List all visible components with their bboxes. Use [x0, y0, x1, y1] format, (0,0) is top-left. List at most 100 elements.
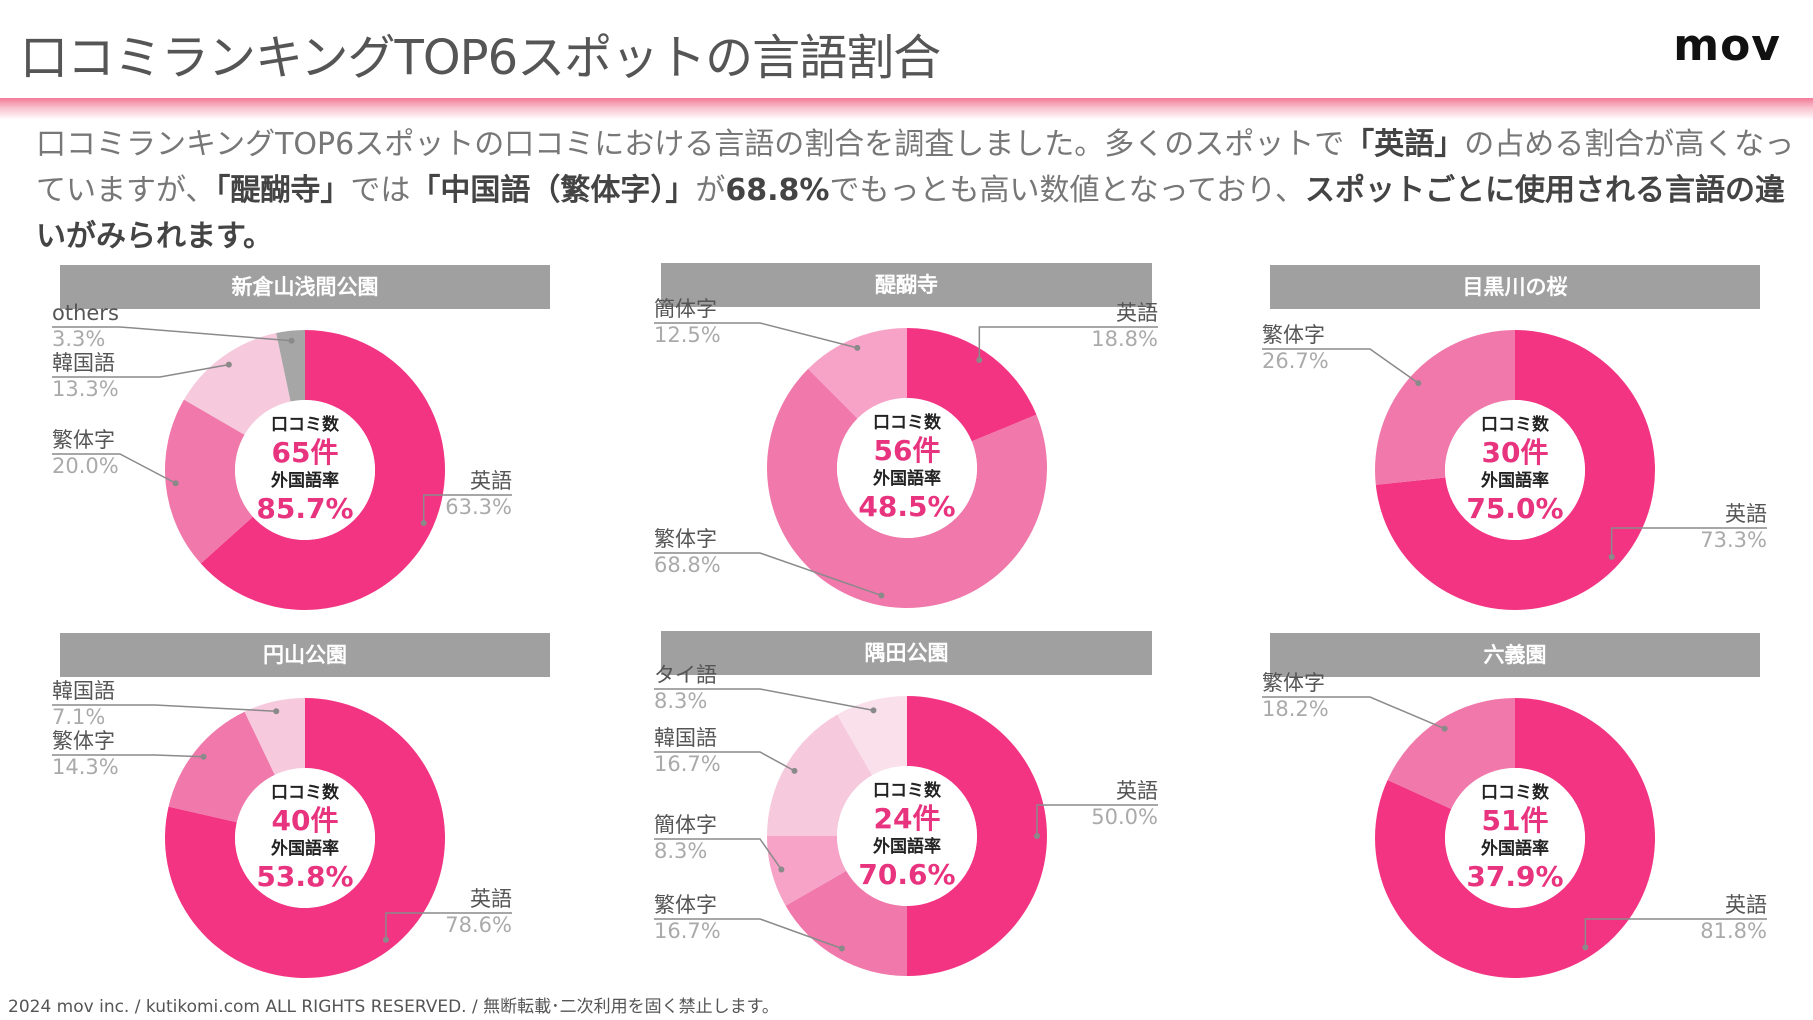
chart-3-title: 目黒川の桜: [1270, 265, 1760, 309]
chart-2-center-summary: 口コミ数 56件 外国語率 48.5%: [827, 412, 987, 524]
chart-1-donut-hole: [235, 400, 375, 540]
chart-5-slice-traditional-chinese: [785, 870, 907, 976]
chart-6-label-percent: 81.8%: [1700, 919, 1767, 943]
intro-text-2: の占める割合が高くなっていますが、: [36, 127, 1795, 208]
chart-4-slice-english: [165, 698, 445, 978]
chart-6-center-summary: 口コミ数 51件 外国語率 37.9%: [1435, 782, 1595, 894]
chart-3-label-name: 英語: [1725, 502, 1767, 526]
chart-4-title: 円山公園: [60, 633, 550, 677]
chart-5-slice-thai: [837, 696, 907, 776]
chart-4-label-korean: 韓国語 7.1%: [52, 678, 115, 730]
chart-2-rate-label: 外国語率: [873, 469, 941, 489]
chart-3-label-english: 英語 73.3%: [1700, 501, 1767, 553]
chart-6-count-label: 口コミ数: [1481, 783, 1549, 803]
chart-1-label-name: 韓国語: [52, 351, 115, 375]
intro-text-3: では: [350, 173, 411, 208]
chart-4-center-summary: 口コミ数 40件 外国語率 53.8%: [225, 782, 385, 894]
chart-4-label-percent: 7.1%: [52, 705, 106, 729]
chart-1-count-value: 65件: [271, 436, 339, 469]
chart-2-rate-value: 48.5%: [858, 490, 956, 523]
chart-4-label-percent: 14.3%: [52, 755, 119, 779]
chart-6-rate-label: 外国語率: [1481, 839, 1549, 859]
chart-1-label-english: 英語 63.3%: [445, 468, 512, 520]
chart-5-slice-korean: [767, 714, 873, 836]
chart-2-label-traditional-chinese: 繁体字 68.8%: [654, 526, 721, 578]
intro-bold-percent: 68.8%: [725, 173, 830, 208]
chart-6-slice-english: [1375, 698, 1655, 978]
header-gradient-band: [0, 98, 1813, 120]
chart-2-label-name: 繁体字: [654, 527, 717, 551]
chart-5-label-english: 英語 50.0%: [1091, 778, 1158, 830]
chart-3-rate-value: 75.0%: [1466, 492, 1564, 525]
chart-2-slice-traditional-chinese: [767, 368, 1047, 608]
chart-1-rate-value: 85.7%: [256, 492, 354, 525]
chart-4-donut-hole: [235, 768, 375, 908]
chart-2-label-percent: 68.8%: [654, 553, 721, 577]
chart-5-donut-hole: [837, 766, 977, 906]
chart-6-label-traditional-chinese: 繁体字 18.2%: [1262, 670, 1329, 722]
chart-3-slice-traditional-chinese: [1375, 330, 1515, 485]
chart-2-label-english: 英語 18.8%: [1091, 300, 1158, 352]
intro-text-4: が: [695, 173, 726, 208]
chart-6-label-name: 繁体字: [1262, 671, 1325, 695]
chart-1-label-percent: 20.0%: [52, 454, 119, 478]
footer-copyright: 2024 mov inc. / kutikomi.com ALL RIGHTS …: [8, 997, 779, 1017]
chart-6-rate-value: 37.9%: [1466, 860, 1564, 893]
chart-6-label-name: 英語: [1725, 893, 1767, 917]
chart-1-label-percent: 3.3%: [52, 327, 106, 351]
chart-4-rate-label: 外国語率: [271, 839, 339, 859]
chart-1-donut: [165, 330, 445, 610]
chart-4-count-label: 口コミ数: [271, 783, 339, 803]
chart-1-slice-others: [276, 330, 305, 402]
chart-1-label-percent: 13.3%: [52, 377, 119, 401]
chart-5-count-value: 24件: [873, 802, 941, 835]
chart-4-label-traditional-chinese: 繁体字 14.3%: [52, 728, 119, 780]
chart-3-count-value: 30件: [1481, 436, 1549, 469]
chart-3-center-summary: 口コミ数 30件 外国語率 75.0%: [1435, 414, 1595, 526]
chart-3-label-traditional-chinese: 繁体字 26.7%: [1262, 322, 1329, 374]
header: 口コミランキングTOP6スポットの言語割合 mov: [0, 0, 1813, 98]
chart-1-slice-korean: [183, 333, 291, 435]
chart-2-label-percent: 12.5%: [654, 323, 721, 347]
chart-4-label-name: 英語: [470, 887, 512, 911]
intro-bold-daigoji: 「醍醐寺」: [215, 173, 351, 208]
chart-1-slice-traditional-chinese: [165, 399, 253, 564]
chart-4-label-percent: 78.6%: [445, 913, 512, 937]
chart-3-slice-english: [1375, 330, 1655, 610]
chart-1-count-label: 口コミ数: [271, 415, 339, 435]
chart-2-count-value: 56件: [873, 434, 941, 467]
chart-5-label-korean: 韓国語 16.7%: [654, 725, 721, 777]
chart-4-count-value: 40件: [271, 804, 339, 837]
chart-1-rate-label: 外国語率: [271, 471, 339, 491]
chart-5-label-percent: 8.3%: [654, 839, 708, 863]
chart-2-donut-hole: [837, 398, 977, 538]
chart-4-slice-traditional-chinese: [168, 711, 275, 823]
intro-bold-english: 「英語」: [1344, 127, 1465, 162]
chart-1-label-name: 繁体字: [52, 428, 115, 452]
intro-text-1: 口コミランキングTOP6スポットの口コミにおける言語の割合を調査しました。多くの…: [36, 127, 1345, 162]
chart-1-label-korean: 韓国語 13.3%: [52, 350, 119, 402]
chart-6-count-value: 51件: [1481, 804, 1549, 837]
chart-5-count-label: 口コミ数: [873, 781, 941, 801]
chart-5-label-name: 繁体字: [654, 893, 717, 917]
chart-1-label-name: others: [52, 301, 119, 325]
intro-bold-conclusion: スポットごとに使用される言語の違いがみられます。: [36, 173, 1785, 254]
chart-2-slice-simplified-chinese: [808, 328, 907, 419]
intro-paragraph: 口コミランキングTOP6スポットの口コミにおける言語の割合を調査しました。多くの…: [36, 122, 1796, 260]
chart-2-donut: [767, 328, 1047, 608]
chart-2-count-label: 口コミ数: [873, 413, 941, 433]
page-title: 口コミランキングTOP6スポットの言語割合: [20, 30, 941, 86]
chart-5-label-name: 簡体字: [654, 813, 717, 837]
chart-3-donut-hole: [1445, 400, 1585, 540]
chart-3-label-percent: 73.3%: [1700, 528, 1767, 552]
chart-5-label-percent: 16.7%: [654, 919, 721, 943]
chart-5-label-simplified-chinese: 簡体字 8.3%: [654, 812, 717, 864]
chart-3-label-percent: 26.7%: [1262, 349, 1329, 373]
chart-5-label-thai: タイ語 8.3%: [654, 662, 717, 714]
mov-logo: mov: [1673, 20, 1781, 71]
chart-1-label-name: 英語: [470, 469, 512, 493]
chart-5-label-name: 韓国語: [654, 726, 717, 750]
chart-5-donut: [767, 696, 1047, 976]
chart-6-slice-traditional-chinese: [1387, 698, 1515, 809]
chart-2-label-percent: 18.8%: [1091, 327, 1158, 351]
